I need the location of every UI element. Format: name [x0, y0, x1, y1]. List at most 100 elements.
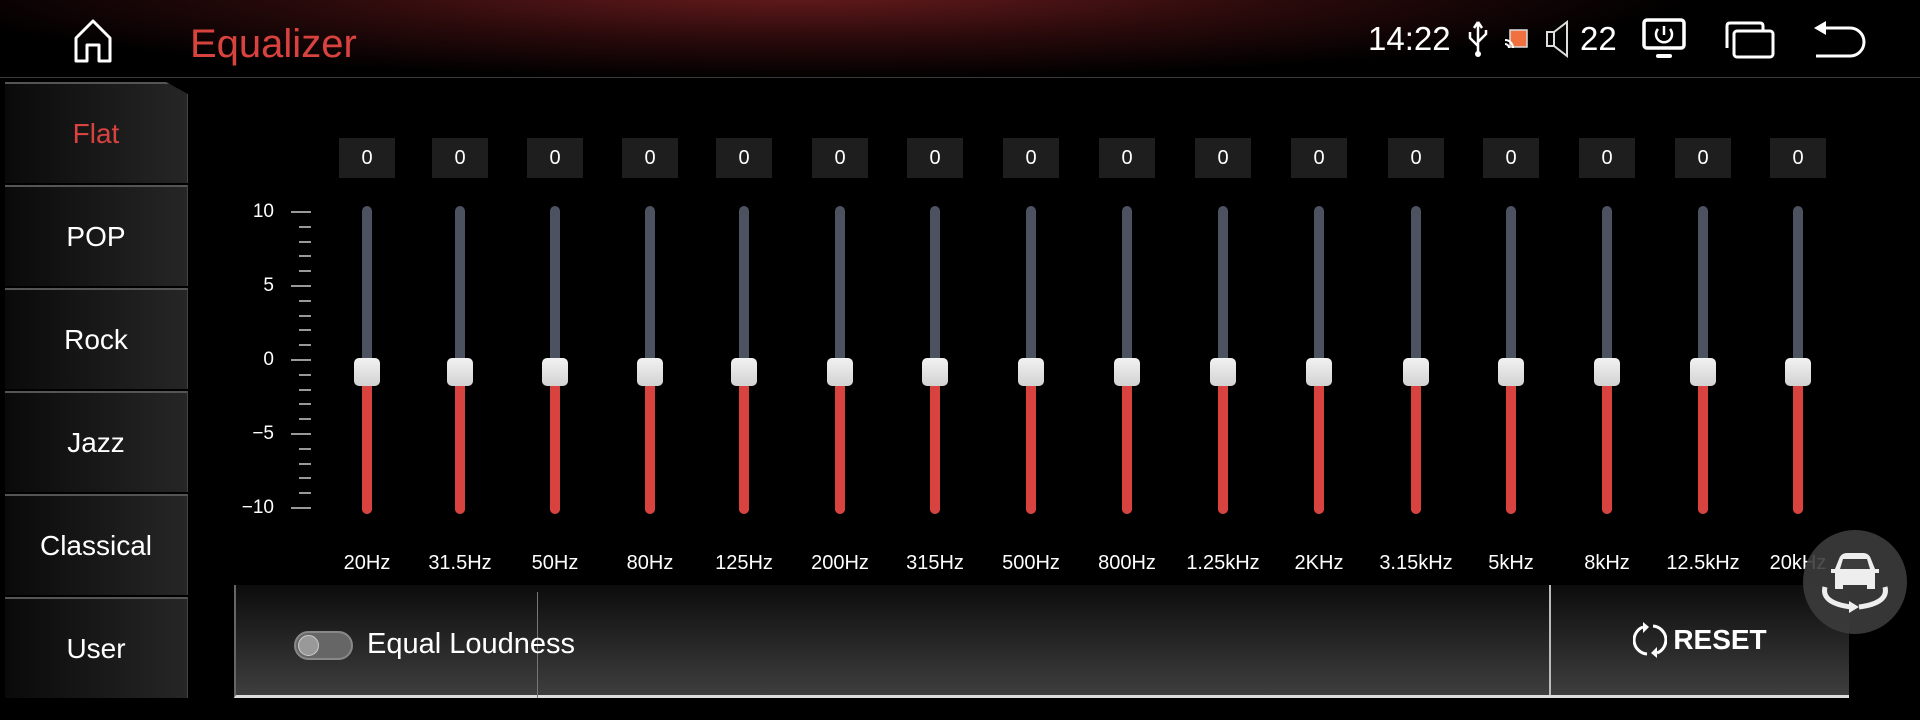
band-frequency-label: 800Hz [1098, 552, 1156, 574]
home-button[interactable] [72, 18, 114, 69]
band-slider-thumb[interactable] [1785, 358, 1811, 386]
scale-tick [299, 462, 311, 465]
volume-level: 22 [1580, 20, 1617, 57]
band-frequency-label: 50Hz [531, 552, 579, 574]
reset-button[interactable]: RESET [1549, 585, 1849, 695]
band-slider-fill [1411, 372, 1421, 514]
band-value: 0 [1195, 138, 1251, 178]
preset-pop[interactable]: POP [5, 185, 188, 286]
band-frequency-label: 31.5Hz [428, 552, 492, 574]
band-slider-fill [1793, 372, 1803, 514]
preset-label: Classical [39, 529, 153, 561]
speaker-icon [1546, 20, 1568, 58]
band-slider-fill [1218, 372, 1228, 514]
usb-icon [1468, 21, 1488, 57]
band-slider-thumb[interactable] [354, 358, 380, 386]
scale-tick [291, 433, 311, 435]
band-value: 0 [432, 138, 488, 178]
band-frequency-label: 20Hz [343, 552, 391, 574]
preset-user[interactable]: User [5, 597, 188, 698]
band-slider-fill [550, 372, 560, 514]
scale-tick [299, 270, 311, 273]
preset-label: Flat [72, 117, 120, 149]
band-frequency-label: 125Hz [715, 552, 773, 574]
band-value: 0 [527, 138, 583, 178]
band-slider-thumb[interactable] [1690, 358, 1716, 386]
preset-classical[interactable]: Classical [5, 494, 188, 595]
band-slider-fill [1026, 372, 1036, 514]
band-slider-fill [362, 372, 372, 514]
scale-tick [299, 418, 311, 421]
preset-rock[interactable]: Rock [5, 288, 188, 389]
band-slider-thumb[interactable] [1498, 358, 1524, 386]
preset-label: Jazz [67, 426, 125, 458]
car-360-icon [1822, 553, 1888, 613]
band-slider-fill [1314, 372, 1324, 514]
band-slider-thumb[interactable] [731, 358, 757, 386]
band-frequency-label: 1.25kHz [1186, 552, 1260, 574]
band-frequency-label: 315Hz [906, 552, 964, 574]
preset-label: POP [66, 220, 126, 252]
clock: 14:22 [1368, 20, 1451, 57]
band-slider-thumb[interactable] [1018, 358, 1044, 386]
band-frequency-label: 200Hz [811, 552, 869, 574]
band-slider-fill [455, 372, 465, 514]
scale-tick [299, 255, 311, 258]
band-value: 0 [1099, 138, 1155, 178]
scale-tick [299, 373, 311, 376]
equal-loudness-toggle[interactable] [294, 631, 353, 660]
home-icon[interactable] [72, 18, 114, 64]
power-monitor-icon[interactable] [1642, 18, 1686, 60]
scale-label: −5 [252, 423, 274, 444]
band-value: 0 [1675, 138, 1731, 178]
band-slider-thumb[interactable] [922, 358, 948, 386]
band-value: 0 [1483, 138, 1539, 178]
band-value: 0 [1291, 138, 1347, 178]
band-value: 0 [1579, 138, 1635, 178]
band-value: 0 [907, 138, 963, 178]
band-slider-thumb[interactable] [447, 358, 473, 386]
band-slider-fill [645, 372, 655, 514]
preset-jazz[interactable]: Jazz [5, 391, 188, 492]
band-value: 0 [1388, 138, 1444, 178]
scale-tick [299, 225, 311, 228]
page-title: Equalizer [190, 22, 357, 66]
scale-label: 5 [263, 275, 274, 296]
preset-flat[interactable]: Flat [5, 82, 188, 183]
header-bar [0, 0, 1920, 78]
equal-loudness-label: Equal Loudness [367, 628, 575, 660]
band-frequency-label: 5kHz [1488, 552, 1534, 574]
band-slider-fill [1602, 372, 1612, 514]
scale-tick [299, 447, 311, 450]
band-slider-fill [739, 372, 749, 514]
car-360-button[interactable] [1803, 530, 1907, 634]
band-slider-thumb[interactable] [542, 358, 568, 386]
band-frequency-label: 500Hz [1002, 552, 1060, 574]
toggle-knob [298, 635, 319, 656]
band-slider-thumb[interactable] [1594, 358, 1620, 386]
scale-tick [299, 314, 311, 317]
scale-tick [299, 388, 311, 391]
band-frequency-label: 12.5kHz [1666, 552, 1740, 574]
band-slider-thumb[interactable] [827, 358, 853, 386]
scale-tick [299, 344, 311, 347]
band-value: 0 [1003, 138, 1059, 178]
band-value: 0 [812, 138, 868, 178]
band-slider-thumb[interactable] [1210, 358, 1236, 386]
scale-tick [299, 403, 311, 406]
scale-tick [291, 211, 311, 213]
band-slider-thumb[interactable] [1403, 358, 1429, 386]
preset-label: Rock [64, 323, 128, 355]
scale-tick [291, 285, 311, 287]
band-slider-thumb[interactable] [1306, 358, 1332, 386]
band-value: 0 [339, 138, 395, 178]
scale-tick [299, 240, 311, 243]
back-icon[interactable] [1812, 20, 1868, 60]
band-frequency-label: 3.15kHz [1379, 552, 1453, 574]
band-value: 0 [716, 138, 772, 178]
band-slider-thumb[interactable] [637, 358, 663, 386]
band-value: 0 [622, 138, 678, 178]
band-slider-thumb[interactable] [1114, 358, 1140, 386]
multi-window-icon[interactable] [1724, 20, 1776, 60]
divider [537, 592, 538, 698]
